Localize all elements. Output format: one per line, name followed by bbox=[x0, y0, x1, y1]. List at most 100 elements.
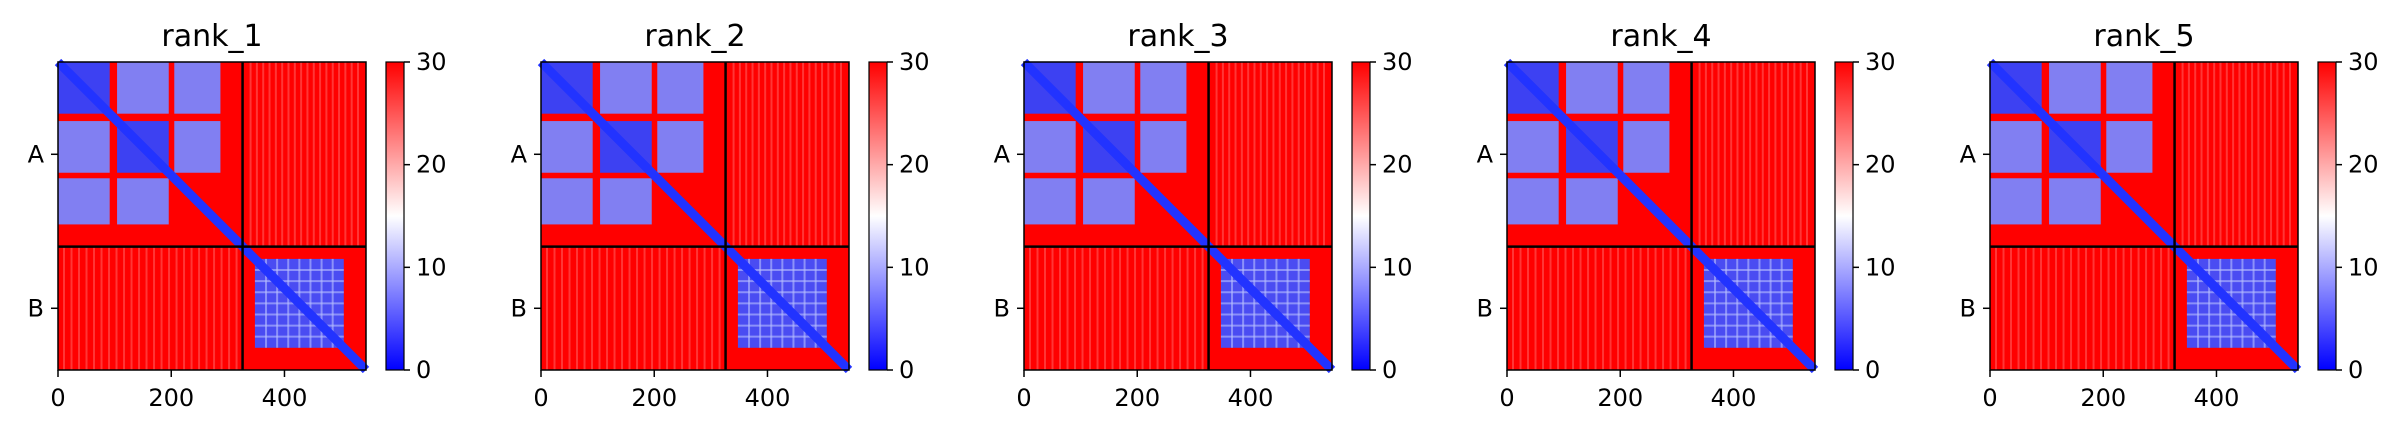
colorbar-tick-label: 20 bbox=[416, 151, 447, 179]
colorbar-tick-label: 20 bbox=[2348, 151, 2379, 179]
heatmap-block-a bbox=[58, 121, 110, 173]
heatmap-diagonal bbox=[1986, 58, 2302, 374]
heatmap-block-a bbox=[117, 62, 169, 114]
colorbar-tick-label: 10 bbox=[416, 253, 447, 281]
panel-title: rank_3 bbox=[1127, 19, 1228, 54]
x-tick-label: 0 bbox=[1016, 384, 1031, 412]
heatmap-block-a bbox=[541, 178, 593, 225]
heatmap-block-a bbox=[1566, 62, 1618, 114]
panel-1: rank_1 0 200 400 A B 0 10 20 30 bbox=[28, 19, 447, 412]
colorbar-tick-label: 10 bbox=[1382, 253, 1413, 281]
colorbar-tick-label: 0 bbox=[416, 356, 431, 384]
colorbar bbox=[2317, 61, 2337, 371]
heatmap-block-a bbox=[58, 178, 110, 225]
colorbar-tick-label: 30 bbox=[2348, 48, 2379, 76]
colorbar-tick-label: 30 bbox=[1382, 48, 1413, 76]
colorbar-tick-label: 20 bbox=[1382, 151, 1413, 179]
colorbar-tick-label: 0 bbox=[2348, 356, 2363, 384]
heatmap-block-a bbox=[1566, 178, 1618, 225]
colorbar-tick-label: 0 bbox=[899, 356, 914, 384]
heatmap-block-a bbox=[1990, 121, 2042, 173]
heatmap-diagonal bbox=[54, 58, 370, 374]
colorbar-tick-label: 10 bbox=[1865, 253, 1896, 281]
panel-4: rank_4 0 200 400 A B 0 10 20 30 bbox=[1477, 19, 1896, 412]
x-tick-label: 400 bbox=[262, 384, 308, 412]
axes-frame bbox=[1023, 61, 1333, 371]
heatmap-diagonal bbox=[537, 58, 853, 374]
heatmap-block-a bbox=[2049, 62, 2101, 114]
heatmap-block-a bbox=[657, 62, 704, 114]
x-tick-label: 0 bbox=[50, 384, 65, 412]
x-tick-label: 200 bbox=[148, 384, 194, 412]
y-tick-label: A bbox=[28, 140, 45, 168]
heatmap-block-a bbox=[1083, 178, 1135, 225]
x-tick-label: 0 bbox=[1499, 384, 1514, 412]
colorbar-tick-label: 0 bbox=[1382, 356, 1397, 384]
x-tick-label: 400 bbox=[1228, 384, 1274, 412]
y-tick-label: A bbox=[1477, 140, 1494, 168]
colorbar-tick-label: 20 bbox=[899, 151, 930, 179]
y-tick-label: B bbox=[511, 294, 527, 322]
colorbar-tick-label: 30 bbox=[899, 48, 930, 76]
panel-title: rank_4 bbox=[1610, 19, 1711, 54]
panel-title: rank_1 bbox=[161, 19, 262, 54]
x-tick-label: 400 bbox=[2194, 384, 2240, 412]
axes-frame bbox=[1506, 61, 1816, 371]
x-tick-label: 200 bbox=[631, 384, 677, 412]
heatmap-block-a bbox=[600, 178, 652, 225]
y-tick-label: A bbox=[994, 140, 1011, 168]
heatmap-block-a bbox=[1623, 62, 1670, 114]
colorbar-tick-label: 30 bbox=[1865, 48, 1896, 76]
colorbar-tick-label: 30 bbox=[416, 48, 447, 76]
heatmap-diagonal bbox=[1020, 58, 1336, 374]
y-tick-label: B bbox=[28, 294, 44, 322]
x-tick-label: 400 bbox=[745, 384, 791, 412]
y-tick-label: A bbox=[1960, 140, 1977, 168]
heatmap-block-a bbox=[1507, 178, 1559, 225]
panel-title: rank_5 bbox=[2093, 19, 2194, 54]
heatmap-block-a bbox=[1083, 62, 1135, 114]
heatmap-block-a bbox=[2049, 178, 2101, 225]
axes-frame bbox=[540, 61, 850, 371]
panel-3: rank_3 0 200 400 A B 0 10 20 30 bbox=[994, 19, 1413, 412]
y-tick-label: A bbox=[511, 140, 528, 168]
heatmap-block-a bbox=[2106, 62, 2153, 114]
colorbar bbox=[1351, 61, 1371, 371]
panel-5: rank_5 0 200 400 A B 0 10 20 30 bbox=[1960, 19, 2379, 412]
heatmap-block-a bbox=[174, 62, 221, 114]
heatmap-block-a bbox=[1623, 121, 1670, 173]
x-tick-label: 200 bbox=[1597, 384, 1643, 412]
y-tick-label: B bbox=[1960, 294, 1976, 322]
colorbar-tick-label: 0 bbox=[1865, 356, 1880, 384]
panel-2: rank_2 0 200 400 A B 0 10 20 30 bbox=[511, 19, 930, 412]
heatmap-block-a bbox=[1024, 178, 1076, 225]
heatmap-block-a bbox=[1140, 121, 1187, 173]
heatmap-block-a bbox=[1990, 178, 2042, 225]
colorbar bbox=[1834, 61, 1854, 371]
panel-title: rank_2 bbox=[644, 19, 745, 54]
axes-frame bbox=[57, 61, 367, 371]
axes-frame bbox=[1989, 61, 2299, 371]
heatmap-block-a bbox=[2106, 121, 2153, 173]
y-tick-label: B bbox=[1477, 294, 1493, 322]
x-tick-label: 400 bbox=[1711, 384, 1757, 412]
heatmap-block-a bbox=[600, 62, 652, 114]
x-tick-label: 0 bbox=[1982, 384, 1997, 412]
heatmap-block-a bbox=[117, 178, 169, 225]
x-tick-label: 0 bbox=[533, 384, 548, 412]
heatmap-diagonal bbox=[1503, 58, 1819, 374]
colorbar bbox=[868, 61, 888, 371]
heatmap-block-a bbox=[1507, 121, 1559, 173]
heatmap-block-a bbox=[541, 121, 593, 173]
x-tick-label: 200 bbox=[2080, 384, 2126, 412]
colorbar-tick-label: 20 bbox=[1865, 151, 1896, 179]
colorbar bbox=[385, 61, 405, 371]
heatmap-block-a bbox=[657, 121, 704, 173]
heatmap-block-a bbox=[174, 121, 221, 173]
colorbar-tick-label: 10 bbox=[899, 253, 930, 281]
colorbar-tick-label: 10 bbox=[2348, 253, 2379, 281]
x-tick-label: 200 bbox=[1114, 384, 1160, 412]
heatmap-block-a bbox=[1140, 62, 1187, 114]
heatmap-block-a bbox=[1024, 121, 1076, 173]
